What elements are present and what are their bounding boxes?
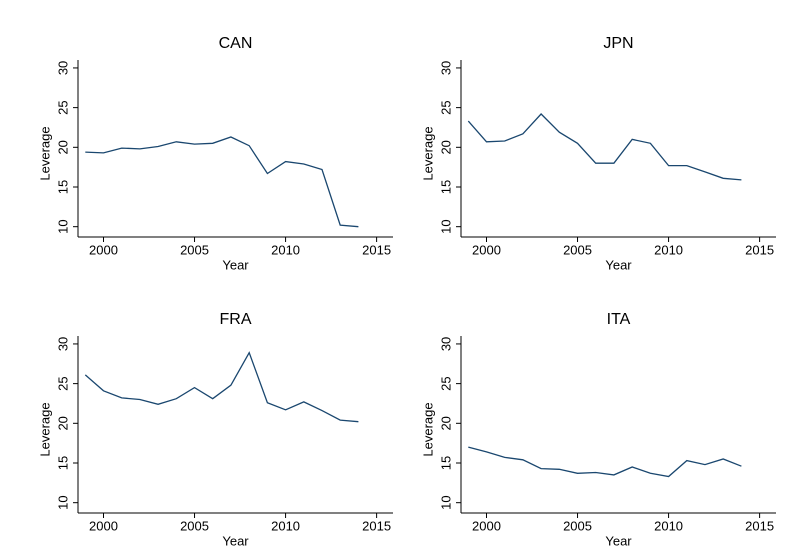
x-axis-label: Year [605,533,632,548]
x-tick-label: 2000 [472,242,501,257]
y-tick-label: 10 [55,495,70,509]
panel-title: ITA [607,311,631,328]
x-tick-label: 2010 [654,518,683,533]
x-tick-label: 2000 [89,242,118,257]
y-tick-label: 20 [438,416,453,430]
data-line [467,113,742,181]
data-line [468,446,742,478]
x-axis-label: Year [605,257,632,272]
y-tick-label: 15 [55,180,70,194]
x-axis-label: Year [222,257,249,272]
x-tick-label: 2000 [472,518,501,533]
y-tick-label: 10 [438,495,453,509]
x-tick-label: 2005 [563,518,592,533]
y-tick-label: 30 [438,337,453,351]
x-tick-label: 2015 [362,518,391,533]
x-tick-label: 2015 [745,242,774,257]
x-tick-label: 2005 [180,518,209,533]
y-tick-label: 25 [438,376,453,390]
panel-title: JPN [603,35,633,52]
x-tick-label: 2005 [563,242,592,257]
x-tick-label: 2015 [362,242,391,257]
y-tick-label: 30 [55,61,70,75]
x-tick-label: 2010 [271,242,300,257]
y-tick-label: 15 [55,456,70,470]
x-tick-label: 2010 [271,518,300,533]
data-line [84,351,359,423]
y-tick-label: 15 [438,456,453,470]
y-tick-label: 10 [438,219,453,233]
x-tick-label: 2000 [89,518,118,533]
x-tick-label: 2010 [654,242,683,257]
y-tick-label: 30 [55,337,70,351]
panel-title: FRA [220,311,252,328]
y-tick-label: 20 [55,140,70,154]
y-tick-label: 25 [55,376,70,390]
y-axis-label: Leverage [37,402,52,456]
y-tick-label: 20 [55,416,70,430]
panel-title: CAN [219,35,253,52]
y-axis-label: Leverage [420,126,435,180]
x-tick-label: 2015 [745,518,774,533]
y-tick-label: 25 [438,100,453,114]
y-axis-label: Leverage [420,402,435,456]
x-axis-label: Year [222,533,249,548]
y-tick-label: 20 [438,140,453,154]
y-axis-label: Leverage [37,126,52,180]
y-tick-label: 10 [55,219,70,233]
x-tick-label: 2005 [180,242,209,257]
y-tick-label: 30 [438,61,453,75]
data-line [85,136,359,228]
y-tick-label: 25 [55,100,70,114]
y-tick-label: 15 [438,180,453,194]
